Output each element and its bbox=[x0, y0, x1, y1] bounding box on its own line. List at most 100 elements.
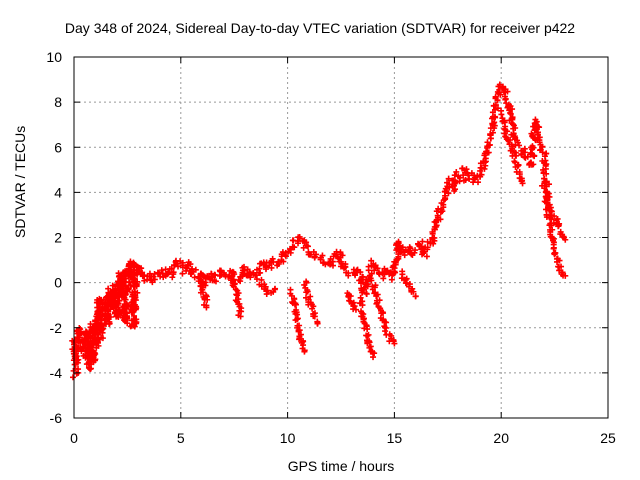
data-point bbox=[310, 313, 317, 320]
data-point bbox=[433, 219, 440, 226]
data-point bbox=[542, 193, 549, 200]
data-point bbox=[303, 289, 310, 296]
x-tick-label: 10 bbox=[280, 430, 296, 446]
data-point bbox=[379, 317, 386, 324]
data-point bbox=[509, 145, 516, 152]
data-point bbox=[291, 301, 298, 308]
data-point bbox=[353, 267, 360, 274]
data-point bbox=[304, 243, 311, 250]
data-point bbox=[446, 184, 453, 191]
data-point bbox=[185, 259, 192, 266]
data-point bbox=[496, 81, 503, 88]
data-point bbox=[462, 177, 469, 184]
data-point bbox=[444, 179, 451, 186]
data-point bbox=[275, 259, 282, 266]
data-point bbox=[351, 303, 358, 310]
x-tick-label: 25 bbox=[600, 430, 616, 446]
x-tick-label: 15 bbox=[387, 430, 403, 446]
data-point bbox=[258, 276, 265, 283]
data-point bbox=[131, 275, 138, 282]
data-point bbox=[253, 276, 260, 283]
data-point bbox=[233, 291, 240, 298]
data-point bbox=[451, 172, 458, 179]
data-point bbox=[554, 215, 561, 222]
data-point bbox=[543, 170, 550, 177]
data-point bbox=[144, 276, 151, 283]
data-point bbox=[121, 301, 128, 308]
data-point bbox=[382, 328, 389, 335]
data-point bbox=[509, 121, 516, 128]
data-point bbox=[263, 264, 270, 271]
data-point bbox=[405, 283, 412, 290]
data-point bbox=[110, 304, 117, 311]
data-point bbox=[555, 222, 562, 229]
data-point bbox=[131, 288, 138, 295]
data-point bbox=[368, 277, 375, 284]
y-tick-label: 4 bbox=[54, 184, 62, 200]
data-point bbox=[511, 133, 518, 140]
data-point bbox=[359, 302, 366, 309]
data-point bbox=[124, 320, 131, 327]
data-point bbox=[237, 313, 244, 320]
data-point bbox=[442, 195, 449, 202]
data-point bbox=[208, 273, 215, 280]
data-point bbox=[485, 149, 492, 156]
data-point bbox=[374, 299, 381, 306]
data-point bbox=[529, 132, 536, 139]
data-point bbox=[374, 265, 381, 272]
data-point bbox=[534, 136, 541, 143]
x-tick-label: 5 bbox=[177, 430, 185, 446]
data-point bbox=[560, 233, 567, 240]
data-point bbox=[95, 342, 102, 349]
data-point bbox=[502, 96, 509, 103]
data-point bbox=[352, 306, 359, 313]
chart-title: Day 348 of 2024, Sidereal Day-to-day VTE… bbox=[64, 20, 576, 36]
data-point bbox=[501, 130, 508, 137]
data-point bbox=[556, 267, 563, 274]
data-point bbox=[424, 246, 431, 253]
y-tick-label: 6 bbox=[54, 139, 62, 155]
data-point bbox=[116, 297, 123, 304]
x-tick-label: 20 bbox=[493, 430, 509, 446]
data-point bbox=[471, 176, 478, 183]
data-point bbox=[489, 120, 496, 127]
data-point bbox=[122, 316, 129, 323]
data-point bbox=[301, 347, 308, 354]
data-point bbox=[391, 265, 398, 272]
data-point bbox=[337, 249, 344, 256]
data-point bbox=[502, 126, 509, 133]
data-point bbox=[396, 245, 403, 252]
data-point bbox=[531, 153, 538, 160]
y-tick-label: 10 bbox=[46, 49, 62, 65]
data-point bbox=[404, 248, 411, 255]
data-point bbox=[295, 328, 302, 335]
data-point bbox=[183, 264, 190, 271]
data-point bbox=[203, 304, 210, 311]
data-point bbox=[296, 336, 303, 343]
data-point bbox=[296, 235, 303, 242]
data-point bbox=[380, 275, 387, 282]
data-point bbox=[370, 354, 377, 361]
data-point bbox=[527, 149, 534, 156]
data-point bbox=[133, 303, 140, 310]
data-point bbox=[93, 323, 100, 330]
data-point bbox=[477, 164, 484, 171]
data-point bbox=[492, 93, 499, 100]
data-point bbox=[367, 343, 374, 350]
data-point bbox=[327, 255, 334, 262]
data-point bbox=[300, 244, 307, 251]
data-point bbox=[492, 114, 499, 121]
data-point bbox=[509, 106, 516, 113]
data-point bbox=[339, 252, 346, 259]
data-point bbox=[364, 326, 371, 333]
data-point bbox=[151, 270, 158, 277]
data-point bbox=[506, 117, 513, 124]
data-point bbox=[451, 187, 458, 194]
data-point bbox=[314, 320, 321, 327]
data-point bbox=[478, 171, 485, 178]
data-point bbox=[357, 294, 364, 301]
data-point bbox=[264, 287, 271, 294]
x-axis-label: GPS time / hours bbox=[287, 458, 395, 474]
data-point bbox=[86, 364, 93, 371]
data-point bbox=[445, 190, 452, 197]
